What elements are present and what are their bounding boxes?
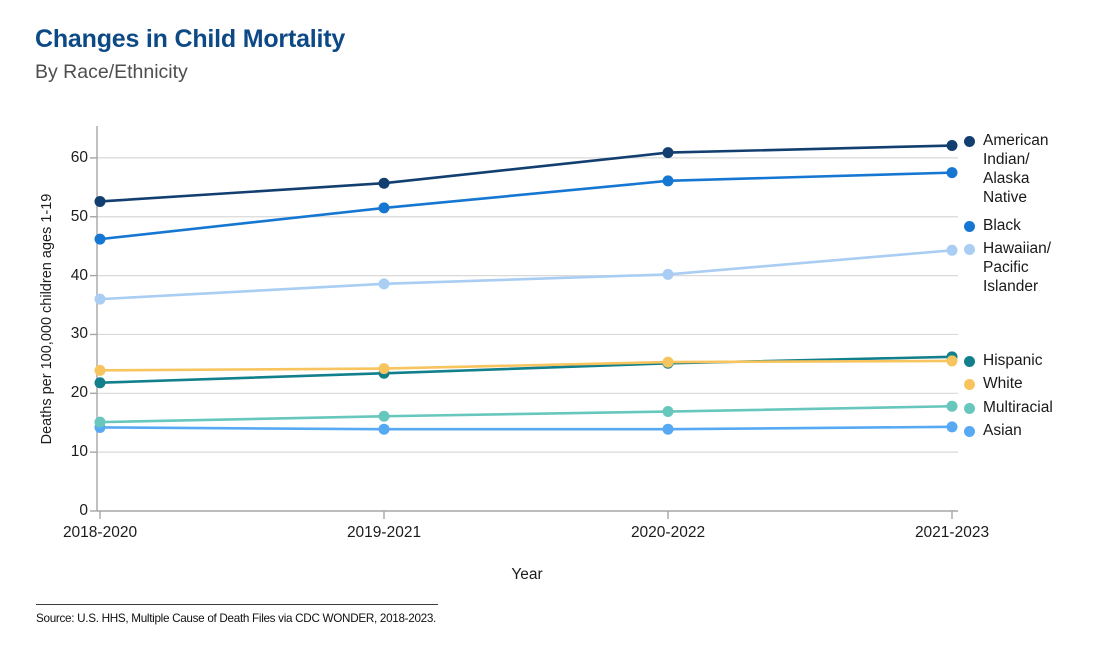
data-point-black-2019-2021 bbox=[378, 202, 390, 214]
data-point-hispanic-2018-2020 bbox=[94, 377, 106, 389]
y-axis-title: Deaths per 100,000 children ages 1-19 bbox=[39, 193, 55, 445]
data-point-hawaiian-pacific-islander-2020-2022 bbox=[662, 268, 674, 280]
data-point-american-indian-alaska-native-2020-2022 bbox=[662, 147, 674, 159]
data-point-black-2020-2022 bbox=[662, 175, 674, 187]
source-attribution: Source: U.S. HHS, Multiple Cause of Deat… bbox=[36, 612, 437, 625]
data-point-hawaiian-pacific-islander-2019-2021 bbox=[378, 278, 390, 290]
data-point-black-2018-2020 bbox=[94, 233, 106, 245]
data-point-hawaiian-pacific-islander-2018-2020 bbox=[94, 293, 106, 305]
y-tick-label-20: 20 bbox=[70, 384, 88, 402]
legend-group-bottom: Hispanic White Multiracial Asian bbox=[964, 351, 1114, 444]
legend-item-american-indian-alaska-native: American Indian/Alaska Native bbox=[964, 131, 1114, 207]
data-point-multiracial-2021-2023 bbox=[946, 400, 958, 412]
series-line-white bbox=[99, 359, 953, 372]
page-subtitle: By Race/Ethnicity bbox=[35, 61, 188, 83]
series-line-multiracial bbox=[99, 404, 953, 424]
series-line-black bbox=[99, 171, 953, 241]
legend-dot-white bbox=[964, 378, 975, 390]
legend-item-multiracial: Multiracial bbox=[964, 398, 1114, 417]
y-tick-label-10: 10 bbox=[70, 443, 88, 461]
x-tick-label-2020-2022: 2020-2022 bbox=[630, 524, 706, 541]
legend-dot-hispanic bbox=[964, 355, 975, 367]
legend-label-american-indian-alaska-native: American Indian/Alaska Native bbox=[983, 132, 1049, 206]
legend-item-asian: Asian bbox=[964, 421, 1114, 440]
data-point-white-2020-2022 bbox=[662, 356, 674, 368]
legend-label-asian: Asian bbox=[983, 422, 1022, 439]
y-tick-label-40: 40 bbox=[70, 266, 88, 284]
x-tick-label-2018-2020: 2018-2020 bbox=[62, 524, 138, 541]
y-tick-label-50: 50 bbox=[70, 207, 88, 225]
series-line-american-indian-alaska-native bbox=[99, 144, 953, 203]
data-point-multiracial-2019-2021 bbox=[378, 410, 390, 422]
legend-label-black: Black bbox=[983, 217, 1021, 234]
data-point-american-indian-alaska-native-2019-2021 bbox=[378, 177, 390, 189]
data-point-american-indian-alaska-native-2021-2023 bbox=[946, 140, 958, 152]
data-point-white-2019-2021 bbox=[378, 363, 390, 375]
legend-item-white: White bbox=[964, 374, 1114, 393]
data-point-multiracial-2020-2022 bbox=[662, 406, 674, 418]
y-tick-label-30: 30 bbox=[70, 325, 88, 343]
data-point-black-2021-2023 bbox=[946, 167, 958, 179]
data-point-hawaiian-pacific-islander-2021-2023 bbox=[946, 244, 958, 256]
legend-dot-asian bbox=[964, 425, 975, 437]
legend-dot-hawaiian-pacific-islander bbox=[964, 243, 975, 255]
page-title: Changes in Child Mortality bbox=[35, 25, 346, 53]
legend-dot-black bbox=[964, 220, 975, 232]
source-divider bbox=[36, 604, 438, 605]
data-point-asian-2019-2021 bbox=[378, 423, 390, 435]
series-line-hispanic bbox=[99, 355, 953, 385]
legend-label-white: White bbox=[983, 375, 1023, 392]
data-point-white-2018-2020 bbox=[94, 364, 106, 376]
legend-label-hispanic: Hispanic bbox=[983, 352, 1043, 369]
data-point-multiracial-2018-2020 bbox=[94, 416, 106, 428]
x-tick-label-2019-2021: 2019-2021 bbox=[346, 524, 422, 541]
series-line-hawaiian-pacific-islander bbox=[99, 248, 953, 301]
legend-dot-multiracial bbox=[964, 402, 975, 414]
legend-group-top: American Indian/Alaska Native Black Hawaiian… bbox=[964, 131, 1114, 300]
data-point-asian-2021-2023 bbox=[946, 421, 958, 433]
legend-dot-american-indian-alaska-native bbox=[964, 135, 975, 147]
series-line-asian bbox=[99, 425, 953, 431]
legend-item-hawaiian-pacific-islander: Hawaiian/Pacific Islander bbox=[964, 239, 1114, 296]
legend-label-hawaiian-pacific-islander: Hawaiian/Pacific Islander bbox=[983, 240, 1052, 295]
legend-item-black: Black bbox=[964, 216, 1114, 235]
data-point-american-indian-alaska-native-2018-2020 bbox=[94, 195, 106, 207]
x-tick-label-2021-2023: 2021-2023 bbox=[914, 524, 990, 541]
data-point-asian-2020-2022 bbox=[662, 423, 674, 435]
x-axis-title: Year bbox=[511, 566, 543, 583]
legend-item-hispanic: Hispanic bbox=[964, 351, 1114, 370]
legend-label-multiracial: Multiracial bbox=[983, 399, 1053, 416]
y-tick-label-0: 0 bbox=[79, 502, 88, 519]
data-point-white-2021-2023 bbox=[946, 355, 958, 367]
y-tick-label-60: 60 bbox=[70, 148, 88, 166]
